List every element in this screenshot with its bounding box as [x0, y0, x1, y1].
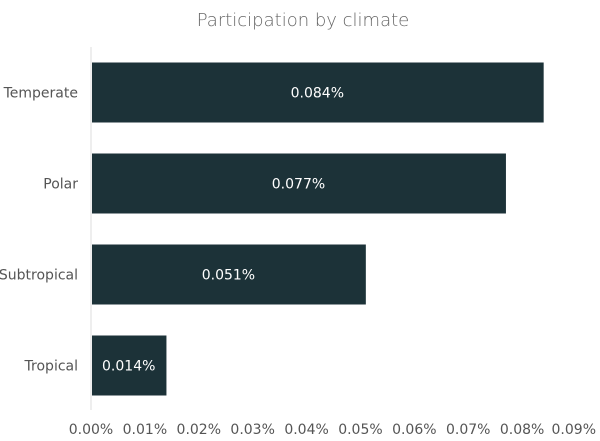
- bars-layer: [92, 62, 544, 396]
- x-tick-label: 0.06%: [392, 422, 436, 438]
- x-tick-label: 0.03%: [230, 422, 274, 438]
- bar-temperate: [92, 62, 544, 123]
- data-label-tropical: 0.014%: [102, 359, 155, 375]
- bar-polar: [92, 153, 506, 214]
- category-labels: Temperate Polar Subtropical Tropical: [0, 86, 78, 375]
- x-tick-label: 0.01%: [123, 422, 167, 438]
- data-label-polar: 0.077%: [272, 177, 325, 193]
- data-label-subtropical: 0.051%: [202, 268, 255, 284]
- category-label-tropical: Tropical: [24, 359, 78, 375]
- x-tick-label: 0.00%: [69, 422, 113, 438]
- category-label-polar: Polar: [43, 177, 78, 193]
- x-tick-labels: 0.00% 0.01% 0.02% 0.03% 0.04% 0.05% 0.06% 0.07%…: [69, 422, 596, 438]
- bar-subtropical: [92, 244, 366, 305]
- chart-title: Participation by climate: [197, 10, 409, 31]
- data-label-temperate: 0.084%: [291, 86, 344, 102]
- x-tick-label: 0.02%: [177, 422, 221, 438]
- x-tick-label: 0.05%: [338, 422, 382, 438]
- data-labels: 0.084% 0.077% 0.051% 0.014%: [102, 86, 344, 375]
- bar-tropical: [92, 335, 167, 396]
- x-tick-label: 0.09%: [552, 422, 596, 438]
- x-tick-label: 0.07%: [446, 422, 490, 438]
- x-tick-label: 0.08%: [500, 422, 544, 438]
- x-tick-label: 0.04%: [284, 422, 328, 438]
- category-label-temperate: Temperate: [3, 86, 78, 102]
- category-label-subtropical: Subtropical: [0, 268, 78, 284]
